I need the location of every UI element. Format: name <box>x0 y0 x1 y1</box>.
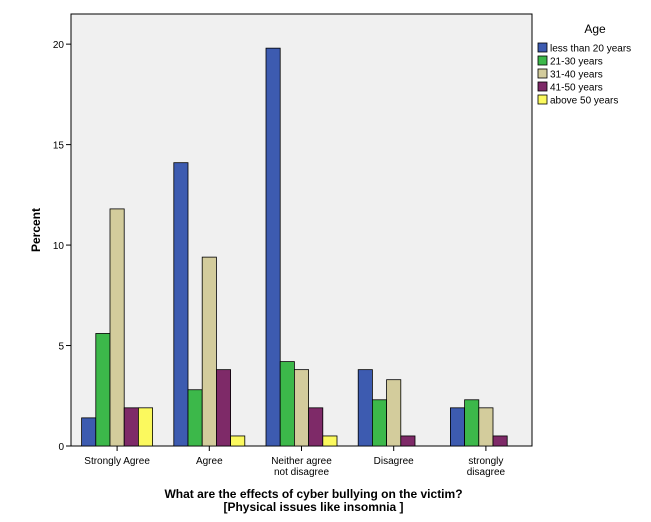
legend-swatch <box>537 55 548 66</box>
legend-swatch <box>537 42 548 53</box>
bar <box>464 399 480 447</box>
bar <box>449 407 465 447</box>
y-tick-label: 10 <box>53 241 65 252</box>
x-tick-label: Neither agree <box>271 456 332 467</box>
x-tick-label: Agree <box>196 456 223 467</box>
x-axis-title: [Physical issues like insomnia ] <box>223 500 403 514</box>
bar <box>371 399 387 447</box>
bar <box>173 162 189 447</box>
legend-swatch <box>537 68 548 79</box>
bar <box>279 361 295 447</box>
legend-label: 31-40 years <box>550 70 603 81</box>
legend-label: above 50 years <box>550 96 618 107</box>
bar <box>95 333 111 447</box>
x-tick-label: Strongly Agree <box>84 456 150 467</box>
bar <box>201 256 217 447</box>
bar <box>81 417 97 447</box>
legend-swatch <box>537 81 548 92</box>
bar <box>322 435 338 447</box>
y-tick-label: 5 <box>58 342 64 353</box>
legend-label: 41-50 years <box>550 83 603 94</box>
bar <box>400 435 416 447</box>
x-tick-label: disagree <box>467 467 506 478</box>
legend-label: 21-30 years <box>550 57 603 68</box>
bar <box>293 369 309 447</box>
bar <box>308 407 324 447</box>
bar <box>265 47 281 447</box>
y-tick-label: 0 <box>58 442 64 453</box>
y-axis-label: Percent <box>29 208 43 252</box>
bar <box>492 435 508 447</box>
bar <box>137 407 153 447</box>
bar <box>478 407 494 447</box>
x-axis-title: What are the effects of cyber bullying o… <box>164 487 462 501</box>
legend-title: Age <box>584 22 606 36</box>
y-tick-label: 20 <box>53 40 65 51</box>
bar <box>386 379 402 447</box>
legend-swatch <box>537 94 548 105</box>
y-tick-label: 15 <box>53 141 65 152</box>
x-tick-label: Disagree <box>374 456 414 467</box>
x-tick-label: not disagree <box>274 467 329 478</box>
bar <box>357 369 373 447</box>
bar <box>109 208 125 447</box>
legend-label: less than 20 years <box>550 44 631 55</box>
bar <box>215 369 231 447</box>
bar <box>230 435 246 447</box>
x-tick-label: strongly <box>468 456 503 467</box>
bar <box>187 389 203 447</box>
bar <box>123 407 139 447</box>
